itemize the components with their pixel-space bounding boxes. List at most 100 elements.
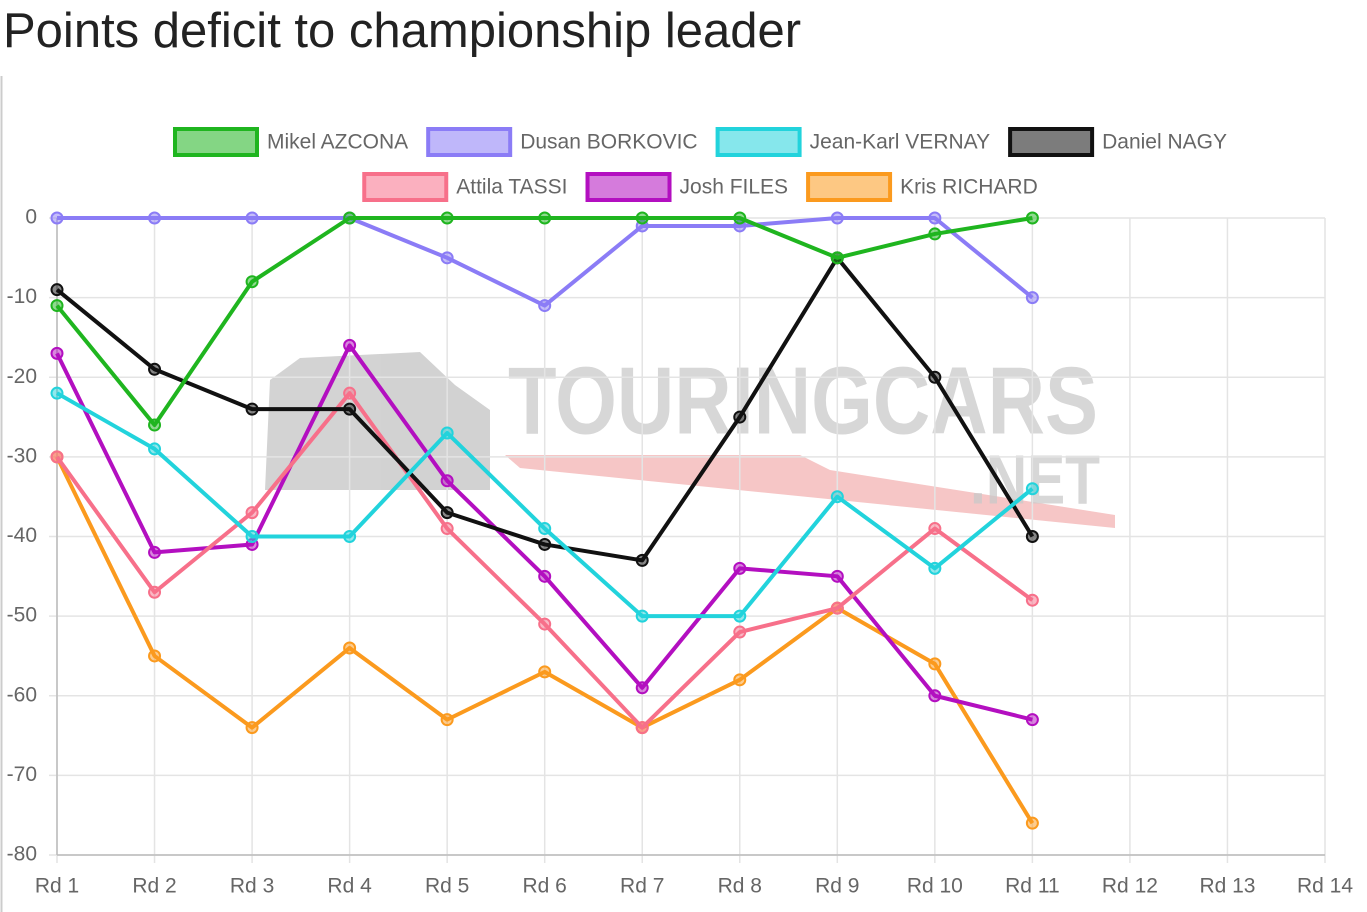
data-point [928,227,942,241]
legend-label: Dusan BORKOVIC [520,131,697,154]
data-point [1025,593,1039,607]
x-tick-label: Rd 13 [1199,875,1255,898]
data-point [50,283,64,297]
y-tick-label: -40 [7,524,37,547]
data-point [733,625,747,639]
data-point [343,402,357,416]
legend-label: Attila TASSI [456,176,567,199]
legend-swatch [715,127,802,157]
watermark-stripe [505,455,1115,528]
data-point [50,346,64,360]
data-point [733,561,747,575]
y-tick-label: -50 [7,604,37,627]
data-point [928,561,942,575]
data-point [245,506,259,520]
data-point [538,569,552,583]
x-tick-label: Rd 14 [1297,875,1353,898]
data-point [343,530,357,543]
legend-swatch [806,172,893,202]
legend-label: Daniel NAGY [1102,131,1227,154]
data-point [343,338,357,352]
data-point [635,211,649,225]
data-point [343,386,357,400]
y-tick-label: -20 [7,365,37,388]
x-tick-label: Rd 6 [523,875,567,898]
data-point [635,681,649,695]
watermark: TOURINGCARS .NET [265,347,1115,528]
watermark-text: TOURINGCARS [508,347,1098,454]
x-tick-label: Rd 8 [718,875,762,898]
data-point [148,585,162,599]
data-point [830,251,844,265]
data-point [538,665,552,679]
data-point [733,410,747,424]
data-point [440,522,454,536]
data-point [928,522,942,536]
data-point [148,362,162,376]
x-tick-label: Rd 11 [1005,875,1059,898]
data-point [1025,816,1039,830]
x-tick-label: Rd 9 [815,875,859,898]
x-tick-label: Rd 5 [425,875,469,898]
legend-label: Mikel AZCONA [267,131,408,154]
y-tick-label: 0 [25,206,37,229]
legend-swatch [426,127,513,157]
data-point [928,657,942,671]
y-tick-label: -60 [7,683,37,706]
data-point [1025,530,1039,543]
data-point [245,530,259,543]
data-point [440,713,454,727]
watermark-text: .NET [970,440,1100,518]
data-point [635,721,649,735]
data-point [830,490,844,504]
data-point [830,569,844,583]
legend-label: Kris RICHARD [900,176,1038,199]
data-point [245,721,259,735]
data-point [245,211,259,225]
series [50,386,1039,623]
legend-item: Attila TASSI [362,172,568,202]
data-point [928,211,942,225]
legend-item: Daniel NAGY [1008,127,1227,157]
y-tick-label: -30 [7,444,37,467]
x-tick-label: Rd 12 [1102,875,1158,898]
chart-title: Points deficit to championship leader [3,4,801,58]
data-point [830,211,844,225]
legend-item: Jean-Karl VERNAY [715,127,991,157]
data-point [50,386,64,400]
data-point [50,211,64,225]
data-point [1025,211,1039,225]
data-point [440,251,454,265]
data-point [343,641,357,655]
data-point [1025,482,1039,496]
data-point [440,426,454,440]
data-point [635,553,649,567]
data-point [440,474,454,488]
data-point [538,522,552,536]
series [50,338,1039,727]
data-point [245,275,259,289]
series [50,386,1039,735]
data-point [538,211,552,225]
legend-item: Josh FILES [585,172,788,202]
legend-label: Jean-Karl VERNAY [810,131,991,154]
y-tick-label: -10 [7,285,37,308]
x-tick-label: Rd 7 [620,875,664,898]
data-point [50,299,64,313]
data-point [440,211,454,225]
data-point [538,299,552,313]
data-point [50,450,64,464]
data-point [733,673,747,687]
data-point [148,211,162,225]
data-point [538,537,552,551]
data-point [343,211,357,225]
data-point [733,211,747,225]
legend-item: Mikel AZCONA [173,127,408,157]
data-point [245,402,259,416]
legend-item: Dusan BORKOVIC [426,127,698,157]
data-point [1025,713,1039,727]
data-point [148,649,162,663]
data-point [1025,291,1039,305]
